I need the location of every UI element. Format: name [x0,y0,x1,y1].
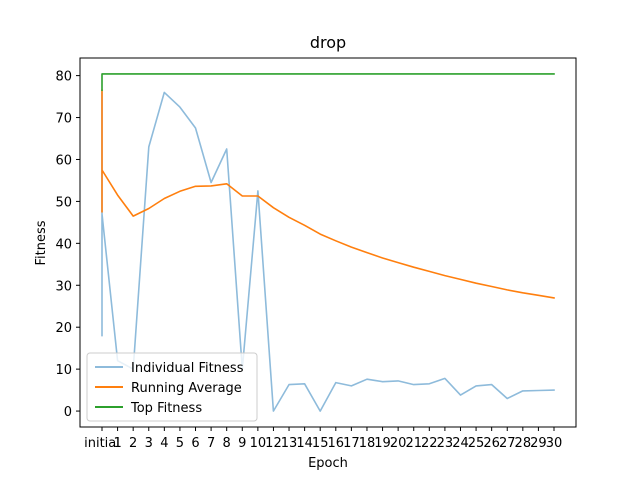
y-axis-label: Fitness [34,220,49,265]
x-tick-label: 12 [265,436,282,451]
x-tick-label: 29 [530,436,547,451]
x-tick-label: 7 [207,436,215,451]
x-tick-label: 19 [374,436,391,451]
y-tick-label: 50 [55,195,72,210]
legend-box [86,352,258,422]
x-tick-label: 9 [238,436,246,451]
y-tick-label: 10 [55,363,72,378]
x-tick-label: 10 [250,436,267,451]
x-tick-label: 26 [483,436,500,451]
series-line-top-fitness [101,73,555,92]
legend-label-individual-fitness: Individual Fitness [131,361,244,376]
y-tick-label: 80 [55,70,72,85]
x-tick-label: 13 [281,436,298,451]
x-tick-label: initial [84,436,120,451]
x-tick-label: 28 [515,436,532,451]
series-line-individual-fitness [101,91,555,412]
y-tick-label: 60 [55,153,72,168]
x-tick-label: 22 [421,436,438,451]
y-tick-label: 20 [55,321,72,336]
x-tick-label: 5 [176,436,184,451]
y-tick-label: 0 [64,405,72,420]
chart-title: drop [310,33,346,52]
x-axis-label: Epoch [308,456,348,471]
x-tick-label: 20 [390,436,407,451]
y-tick-label: 30 [55,279,72,294]
x-tick-label: 25 [468,436,485,451]
x-tick-label: 23 [437,436,454,451]
x-tick-label: 3 [145,436,153,451]
x-tick-label: 16 [328,436,345,451]
series-line-running-average [101,89,555,299]
legend: Individual Fitness Running Average Top Fit… [86,352,258,422]
x-tick-label: 1 [113,436,121,451]
x-tick-label: 18 [359,436,376,451]
x-tick-label: 2 [129,436,137,451]
y-tick-label: 40 [55,237,72,252]
x-tick-label: 17 [343,436,360,451]
x-tick-label: 4 [160,436,168,451]
x-tick-label: 6 [191,436,199,451]
x-tick-label: 27 [499,436,516,451]
x-tick-label: 24 [452,436,469,451]
x-tick-label: 8 [223,436,231,451]
x-tick-label: 21 [405,436,422,451]
x-tick-label: 15 [312,436,329,451]
plot-frame [79,57,577,428]
legend-label-running-average: Running Average [131,381,242,396]
x-tick-label: 14 [296,436,313,451]
legend-label-top-fitness: Top Fitness [130,401,202,416]
y-tick-label: 70 [55,112,72,127]
x-tick-label: 30 [546,436,563,451]
